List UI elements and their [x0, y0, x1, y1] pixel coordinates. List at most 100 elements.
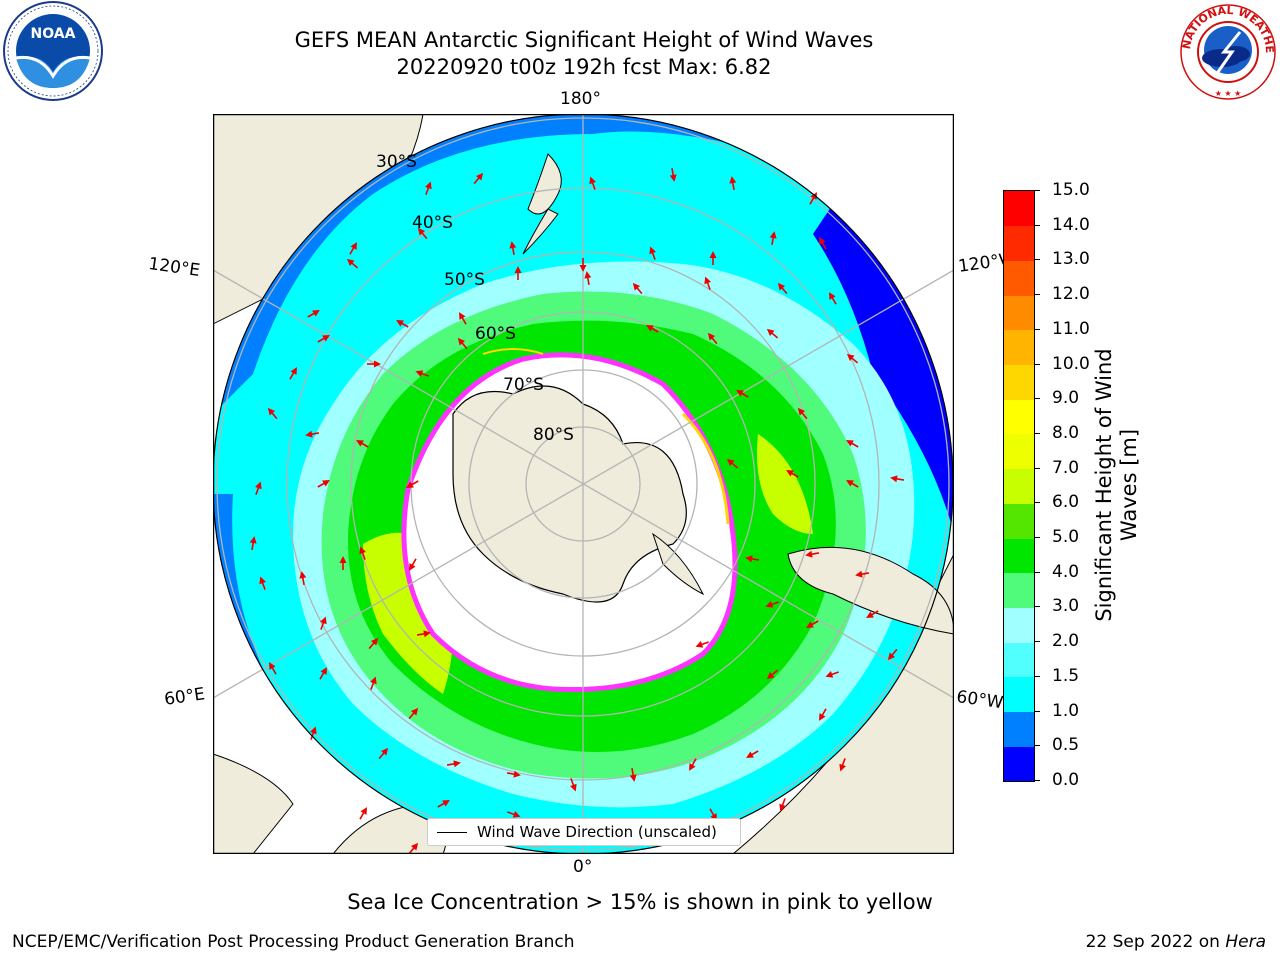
wave-direction-arrow — [809, 192, 817, 205]
wave-direction-arrow — [255, 481, 262, 495]
colorbar-tick — [1034, 259, 1040, 261]
wave-direction-arrow — [829, 292, 837, 305]
wave-direction-arrow — [646, 325, 659, 333]
colorbar-bin — [1004, 433, 1034, 470]
legend-label: Wind Wave Direction (unscaled) — [477, 823, 717, 841]
wave-direction-arrow — [267, 407, 278, 420]
wave-direction-arrow — [509, 241, 517, 256]
wave-direction-arrow — [825, 671, 839, 678]
colorbar-tick-label: 3.0 — [1052, 596, 1080, 617]
wave-direction-arrow — [446, 760, 461, 768]
colorbar-tick-label: 11.0 — [1052, 318, 1090, 339]
wave-direction-arrow — [356, 440, 369, 448]
colorbar-tick — [1034, 467, 1040, 469]
credit-date: 22 Sep 2022 on Hera — [1086, 932, 1266, 952]
svg-text:★ ★ ★: ★ ★ ★ — [1215, 89, 1242, 98]
colorbar-bin — [1004, 364, 1034, 400]
wave-direction-arrow — [409, 558, 417, 571]
colorbar-tick — [1034, 294, 1040, 296]
lon-label-120e: 120°E — [147, 254, 202, 282]
colorbar-tick-label: 7.0 — [1052, 457, 1080, 478]
wave-direction-arrow — [370, 676, 377, 690]
wave-direction-arrow — [589, 176, 596, 190]
wave-direction-arrow — [570, 778, 577, 792]
colorbar-tick — [1034, 675, 1040, 677]
credit-branch: NCEP/EMC/Verification Post Processing Pr… — [12, 932, 575, 952]
wave-direction-arrow — [695, 641, 709, 648]
colorbar-bin — [1004, 329, 1034, 366]
wave-direction-arrow — [729, 176, 737, 191]
lon-label-180: 180° — [560, 89, 601, 109]
colorbar-title-line2: Waves [m] — [1117, 428, 1141, 542]
lat-label-70s: 70°S — [503, 375, 544, 395]
wave-direction-arrow — [866, 610, 879, 618]
colorbar-tick-label: 14.0 — [1052, 214, 1090, 235]
wave-direction-arrow — [415, 370, 429, 377]
colorbar-bin — [1004, 503, 1034, 539]
colorbar-bin — [1004, 538, 1034, 574]
colorbar — [1003, 190, 1035, 782]
wave-direction-arrow — [584, 271, 592, 286]
wave-direction-arrow — [797, 407, 808, 420]
colorbar-bin — [1004, 607, 1034, 643]
wave-direction-arrow — [457, 337, 468, 350]
wave-direction-arrow — [726, 458, 739, 469]
wave-direction-arrow — [709, 251, 717, 265]
wave-direction-arrow — [406, 480, 419, 488]
lon-label-60e: 60°E — [163, 684, 207, 710]
colorbar-bin — [1004, 191, 1034, 227]
credit-date-text: 22 Sep 2022 on — [1085, 932, 1220, 952]
wave-direction-arrow — [704, 276, 711, 290]
wave-direction-arrow — [779, 798, 786, 812]
map-panel — [213, 114, 954, 854]
wave-direction-arrow — [346, 258, 359, 269]
colorbar-tick — [1034, 432, 1040, 434]
wave-direction-arrow — [320, 616, 327, 630]
wave-direction-arrow — [819, 708, 827, 721]
wave-direction-arrow — [839, 758, 846, 772]
credit-machine: Hera — [1225, 932, 1266, 952]
colorbar-bin — [1004, 572, 1034, 608]
wave-direction-arrow — [890, 475, 905, 483]
sea-ice-note: Sea Ice Concentration > 15% is shown in … — [347, 890, 933, 914]
wave-direction-arrow — [766, 669, 779, 680]
colorbar-tick — [1034, 502, 1040, 504]
colorbar-tick — [1034, 780, 1040, 781]
wave-direction-arrow — [855, 570, 870, 578]
wave-direction-arrow — [514, 266, 522, 280]
wave-direction-arrow — [846, 440, 859, 448]
colorbar-bin — [1004, 399, 1034, 435]
legend-line-symbol — [437, 831, 467, 833]
lon-label-60w: 60°W — [955, 687, 1005, 714]
lat-label-80s: 80°S — [533, 425, 574, 445]
colorbar-tick — [1034, 363, 1040, 365]
wave-direction-arrow — [396, 320, 409, 328]
nws-logo: NATIONAL WEATHER SERVICE ★ ★ ★ — [1178, 2, 1276, 100]
colorbar-tick — [1034, 328, 1040, 330]
wave-direction-arrow — [819, 237, 827, 250]
colorbar-bin — [1004, 676, 1034, 713]
colorbar-bin — [1004, 260, 1034, 296]
colorbar-tick — [1034, 537, 1040, 539]
wave-direction-arrow — [506, 770, 521, 778]
wind-wave-arrows — [249, 167, 905, 854]
wave-direction-arrow — [707, 332, 718, 345]
wave-direction-arrow — [416, 630, 431, 638]
wave-direction-arrow — [305, 430, 320, 438]
colorbar-bin — [1004, 225, 1034, 261]
graticule — [213, 114, 954, 854]
colorbar-tick-label: 13.0 — [1052, 249, 1090, 270]
wave-direction-arrow — [307, 310, 320, 318]
colorbar-tick-label: 8.0 — [1052, 422, 1080, 443]
chart-title: GEFS MEAN Antarctic Significant Height o… — [294, 28, 874, 52]
colorbar-tick — [1034, 224, 1040, 226]
wave-direction-arrow — [317, 480, 330, 488]
wave-direction-arrow — [632, 282, 643, 295]
wave-direction-arrow — [368, 637, 379, 650]
wave-direction-arrow — [367, 360, 381, 368]
polar-map — [213, 114, 954, 854]
map-frame — [213, 114, 954, 854]
colorbar-tick-label: 5.0 — [1052, 527, 1080, 548]
wave-direction-arrow — [669, 167, 677, 182]
colorbar-bin — [1004, 642, 1034, 678]
